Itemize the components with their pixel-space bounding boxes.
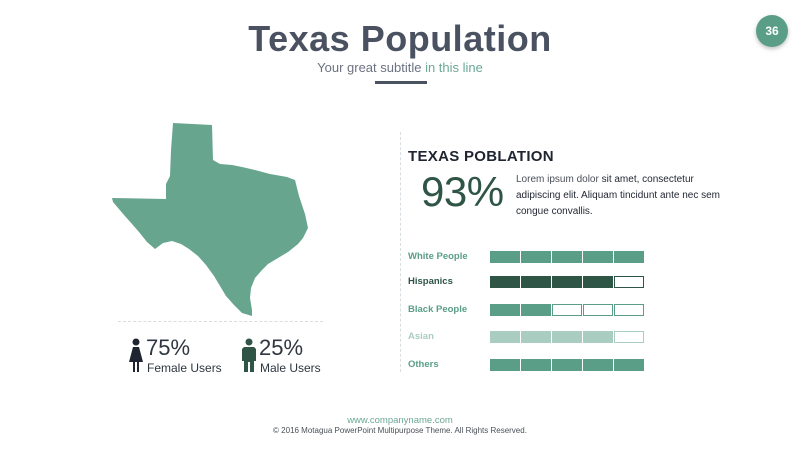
male-label: Male Users: [260, 361, 321, 375]
bar-segment-filled: [490, 276, 520, 288]
bar-cells: [490, 331, 646, 343]
bar-segment-filled: [552, 331, 582, 343]
bar-cells: [490, 304, 646, 316]
bar-segment-filled: [490, 251, 520, 263]
bar-cells: [490, 359, 646, 371]
bar-segment-filled: [490, 359, 520, 371]
bar-segment-empty: [614, 276, 644, 288]
bar-segment-empty: [583, 304, 613, 316]
bar-segment-filled: [614, 359, 644, 371]
bar-label: Others: [408, 359, 439, 370]
bar-segment-filled: [521, 331, 551, 343]
slide-title: Texas Population: [248, 18, 552, 59]
bar-segment-filled: [521, 359, 551, 371]
bar-segment-filled: [583, 251, 613, 263]
bar-segment-filled: [490, 331, 520, 343]
bar-label: Black People: [408, 304, 468, 315]
bar-segment-filled: [490, 304, 520, 316]
bar-label: White People: [408, 251, 468, 262]
male-percent: 25%: [259, 335, 304, 360]
bar-segment-filled: [583, 359, 613, 371]
slide-subtitle: Your great subtitle in this line: [0, 60, 800, 75]
female-label: Female Users: [147, 361, 222, 375]
bar-segment-filled: [552, 251, 582, 263]
male-person-icon: [242, 338, 256, 372]
bar-segment-empty: [552, 304, 582, 316]
bar-segment-filled: [583, 276, 613, 288]
big-percentage: 93%: [421, 168, 504, 215]
bar-segment-empty: [614, 331, 644, 343]
subtitle-accent-text: in this line: [425, 60, 483, 75]
page-number-badge: 36: [756, 15, 788, 47]
footer-url[interactable]: www.companyname.com: [347, 415, 453, 426]
bar-segment-filled: [521, 304, 551, 316]
bar-segment-filled: [552, 276, 582, 288]
bar-segment-filled: [614, 251, 644, 263]
female-person-icon: [129, 338, 143, 372]
description-part2: sit amet, consectetur adipiscing elit. A…: [516, 174, 721, 217]
bar-label: Hispanics: [408, 276, 453, 287]
female-percent: 75%: [146, 335, 191, 360]
bar-cells: [490, 251, 646, 263]
title-underline: [375, 81, 427, 84]
bar-label: Asian: [408, 331, 434, 342]
subtitle-text: Your great subtitle: [317, 60, 426, 75]
bar-cells: [490, 276, 646, 288]
bar-segment-filled: [521, 276, 551, 288]
footer-copyright: © 2016 Motagua PowerPoint Multipurpose T…: [273, 426, 527, 435]
section-heading: TEXAS POBLATION: [408, 148, 554, 165]
description-text: Lorem ipsum dolor sit amet, consectetur …: [516, 172, 731, 220]
vertical-divider: [400, 132, 401, 372]
description-part1: Lorem ipsum dolor: [516, 174, 602, 185]
bar-segment-filled: [552, 359, 582, 371]
bar-segment-empty: [614, 304, 644, 316]
texas-map-shape: [112, 123, 308, 316]
bar-segment-filled: [521, 251, 551, 263]
bar-segment-filled: [583, 331, 613, 343]
horizontal-divider: [118, 321, 323, 322]
